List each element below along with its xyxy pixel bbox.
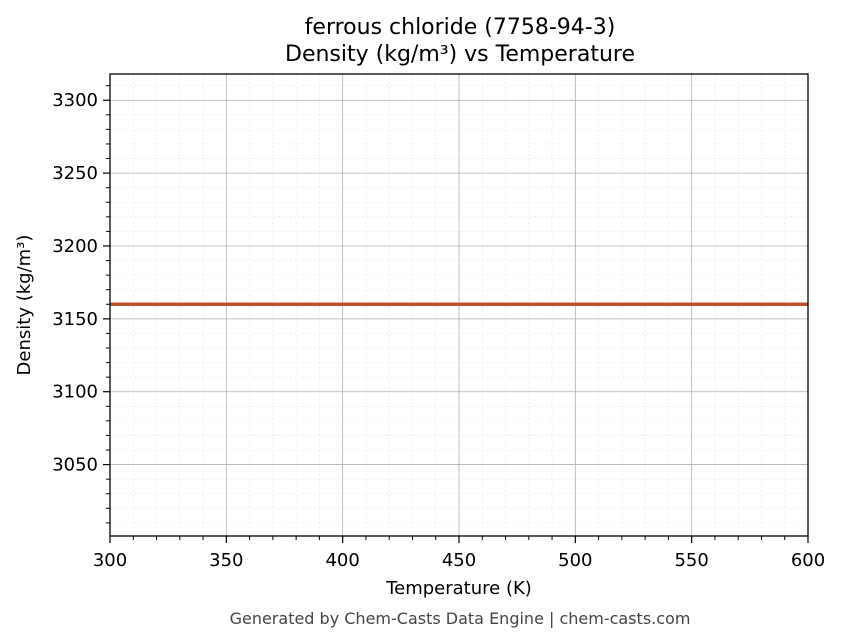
axis-ticks: 300 350 400 450 500 550 600 3050 3100 3150 3200 325… bbox=[52, 85, 825, 571]
y-tick-label: 3300 bbox=[52, 90, 98, 111]
x-tick-label: 300 bbox=[93, 550, 127, 571]
footer-credit: Generated by Chem-Casts Data Engine | ch… bbox=[230, 609, 691, 628]
x-tick-label: 550 bbox=[674, 550, 708, 571]
x-tick-label: 400 bbox=[325, 550, 359, 571]
y-tick-label: 3150 bbox=[52, 309, 98, 330]
x-tick-label: 350 bbox=[209, 550, 243, 571]
chart-subtitle: Density (kg/m³) vs Temperature bbox=[285, 42, 635, 67]
chart-title: ferrous chloride (7758-94-3) bbox=[305, 15, 616, 40]
x-axis-label: Temperature (K) bbox=[385, 578, 532, 599]
y-axis-label: Density (kg/m³) bbox=[14, 235, 35, 376]
x-tick-label: 450 bbox=[442, 550, 476, 571]
x-tick-label: 600 bbox=[791, 550, 825, 571]
y-tick-label: 3050 bbox=[52, 455, 98, 476]
y-tick-label: 3250 bbox=[52, 163, 98, 184]
y-tick-label: 3100 bbox=[52, 382, 98, 403]
y-tick-label: 3200 bbox=[52, 236, 98, 257]
x-tick-label: 500 bbox=[558, 550, 592, 571]
